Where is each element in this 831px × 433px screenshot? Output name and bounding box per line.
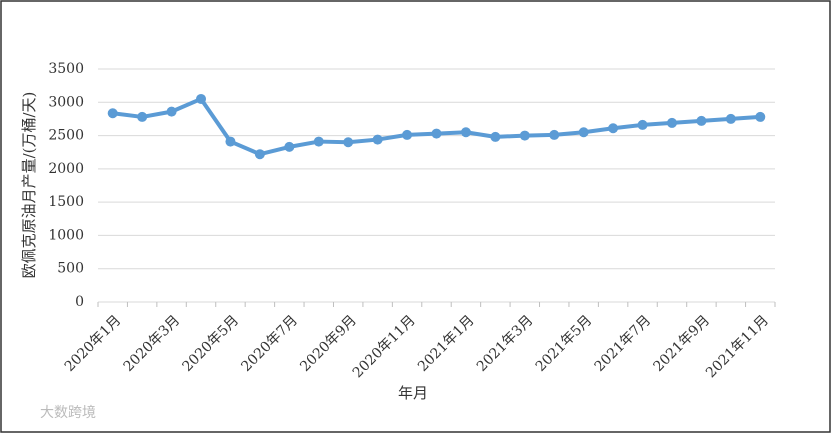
marker: [225, 136, 236, 147]
y-tick-label: 3000: [48, 94, 84, 110]
x-tick-label: 2020年9月: [297, 312, 360, 375]
y-axis-label: 欧佩克原油月产量/(万桶/天): [20, 92, 38, 279]
x-tick-label: 2020年11月: [350, 312, 419, 381]
marker: [166, 106, 177, 117]
marker: [755, 111, 766, 122]
marker: [666, 117, 677, 128]
x-tick-label: 2021年5月: [533, 312, 596, 375]
marker: [137, 111, 148, 122]
y-tick-label: 1500: [48, 194, 84, 210]
x-tick-label: 2020年7月: [238, 312, 301, 375]
y-tick-label: 2000: [48, 161, 84, 177]
marker: [519, 130, 530, 141]
marker: [313, 136, 324, 147]
x-axis-label: 年月: [398, 384, 428, 402]
marker: [402, 129, 413, 140]
line: [112, 96, 761, 157]
x-tick-label: 2021年11月: [703, 312, 772, 381]
y-tick-label: 0: [75, 294, 84, 310]
y-tick-label: 1000: [48, 227, 84, 243]
marker: [549, 129, 560, 140]
marker: [460, 127, 471, 138]
marker: [608, 123, 619, 134]
marker: [490, 131, 501, 142]
marker: [372, 134, 383, 145]
marker: [578, 127, 589, 138]
marker: [284, 141, 295, 152]
marker: [343, 137, 354, 148]
marker: [196, 93, 207, 104]
x-tick-label: 2020年3月: [121, 312, 184, 375]
x-tick-label: 2020年1月: [62, 312, 125, 375]
y-tick-label: 2500: [48, 128, 84, 144]
marker: [725, 113, 736, 124]
x-tick-label: 2021年7月: [592, 312, 655, 375]
y-tick-label: 3500: [48, 61, 84, 77]
marker: [637, 119, 648, 130]
x-tick-label: 2021年3月: [474, 312, 537, 375]
marker: [107, 108, 118, 119]
marker: [696, 115, 707, 126]
x-tick-label: 2020年5月: [180, 312, 243, 375]
watermark: 大数跨境: [40, 405, 96, 421]
x-tick-label: 2021年1月: [415, 312, 478, 375]
marker: [431, 128, 442, 139]
marker: [254, 149, 265, 160]
x-tick-label: 2021年9月: [650, 312, 713, 375]
y-tick-label: 500: [57, 261, 84, 277]
